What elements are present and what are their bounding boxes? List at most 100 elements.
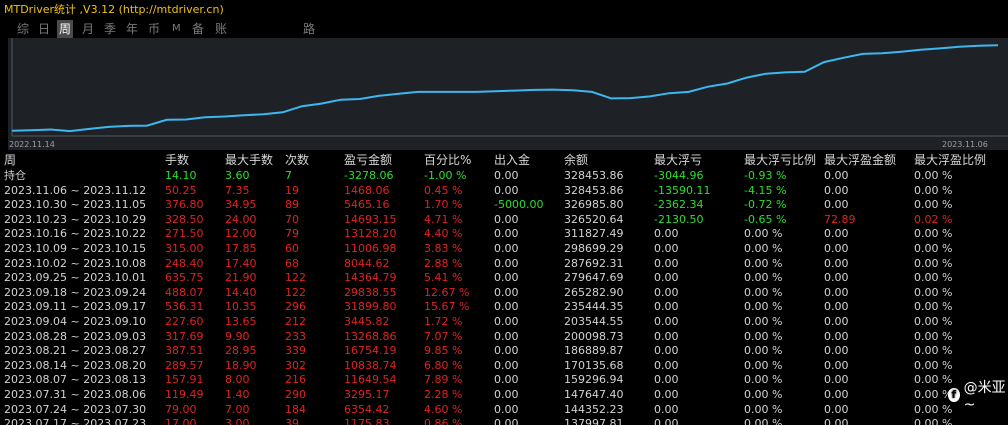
table-cell: 317.69 xyxy=(165,329,204,343)
table-cell: 0.00 xyxy=(654,417,679,425)
table-row[interactable]: 2023.09.18 ~ 2023.09.24 488.07 14.40 122 298… xyxy=(0,286,1008,300)
table-cell: 0.00 xyxy=(494,212,519,226)
table-cell: 0.00 xyxy=(654,242,679,255)
table-cell: 0.00 % xyxy=(744,227,783,241)
table-cell: 0.00 xyxy=(824,198,849,212)
tab-month[interactable]: 月 xyxy=(82,22,95,36)
watermark: f @米亚~ xyxy=(948,380,1008,413)
table-cell: 0.00 % xyxy=(914,373,953,387)
table-row[interactable]: 2023.10.09 ~ 2023.10.15 315.00 17.85 60 1100… xyxy=(0,242,1008,256)
table-cell: 13268.86 xyxy=(344,329,397,343)
equity-series-line xyxy=(11,44,999,133)
table-cell: 7.89 % xyxy=(424,373,463,387)
table-cell: 2023.09.11 ~ 2023.09.17 xyxy=(4,300,147,314)
tab-summary[interactable]: 综 xyxy=(17,22,30,36)
table-cell: 3.83 % xyxy=(424,242,463,255)
table-cell: 122 xyxy=(285,271,306,285)
table-cell: 0.00 % xyxy=(744,373,783,387)
table-row[interactable]: 2023.09.25 ~ 2023.10.01 635.75 21.90 122 143… xyxy=(0,271,1008,285)
table-cell: 0.00 % xyxy=(914,256,953,270)
table-row[interactable]: 2023.08.21 ~ 2023.08.27 387.51 28.95 339 167… xyxy=(0,344,1008,358)
table-cell: 0.00 xyxy=(824,169,849,182)
header-max-drawdown[interactable]: 最大浮亏 xyxy=(654,153,703,167)
tab-currency[interactable]: 币 xyxy=(148,22,161,36)
table-cell: 3.00 xyxy=(225,417,250,425)
holding-row[interactable]: 持仓 14.10 3.60 7 -3278.06 -1.00 % 0.00 328453.86… xyxy=(0,169,1008,183)
table-row[interactable]: 2023.10.23 ~ 2023.10.29 328.50 24.00 70 1469… xyxy=(0,213,1008,227)
table-cell: -0.72 % xyxy=(744,198,787,212)
table-row[interactable]: 2023.07.31 ~ 2023.08.06 119.49 1.40 290 3295… xyxy=(0,388,1008,402)
table-cell: 186889.87 xyxy=(564,344,624,358)
header-week[interactable]: 周 xyxy=(4,153,17,167)
equity-chart: 2022.11.14 2023.11.06 xyxy=(8,38,1008,150)
table-cell: 1175.83 xyxy=(344,417,390,425)
table-cell: 0.00 % xyxy=(914,183,953,197)
table-cell: 0.45 % xyxy=(424,183,463,197)
tab-note[interactable]: 备 xyxy=(192,22,205,36)
table-cell: 89 xyxy=(285,198,299,212)
header-percent[interactable]: 百分比% xyxy=(424,153,472,167)
table-cell: 0.00 xyxy=(654,373,679,387)
tab-week[interactable]: 周 xyxy=(57,20,74,38)
table-cell: 11006.98 xyxy=(344,242,397,255)
table-cell: -2130.50 xyxy=(654,212,704,226)
table-row[interactable]: 2023.10.16 ~ 2023.10.22 271.50 12.00 79 1312… xyxy=(0,227,1008,241)
header-balance[interactable]: 余额 xyxy=(564,153,589,167)
header-max-lots[interactable]: 最大手数 xyxy=(225,153,274,167)
table-row[interactable]: 2023.07.24 ~ 2023.07.30 79.00 7.00 184 6354.… xyxy=(0,403,1008,417)
header-lots[interactable]: 手数 xyxy=(165,153,190,167)
tab-magic[interactable]: M xyxy=(172,23,181,34)
header-max-floating-profit[interactable]: 最大浮盈金额 xyxy=(824,153,897,167)
table-cell: 14.40 xyxy=(225,285,257,299)
table-row[interactable]: 2023.08.14 ~ 2023.08.20 289.57 18.90 302 108… xyxy=(0,359,1008,373)
header-profit[interactable]: 盈亏金额 xyxy=(344,153,393,167)
table-row[interactable]: 2023.10.02 ~ 2023.10.08 248.40 17.40 68 8044… xyxy=(0,257,1008,271)
header-trades[interactable]: 次数 xyxy=(285,153,310,167)
table-cell: 0.00 xyxy=(494,358,519,372)
table-row[interactable]: 2023.09.04 ~ 2023.09.10 227.60 13.65 212 344… xyxy=(0,315,1008,329)
table-cell: 7.07 % xyxy=(424,329,463,343)
table-cell: 31899.80 xyxy=(344,300,397,314)
table-row[interactable]: 2023.09.11 ~ 2023.09.17 536.31 10.35 296 318… xyxy=(0,300,1008,314)
table-cell: 14.10 xyxy=(165,169,197,182)
table-cell: 536.31 xyxy=(165,300,204,314)
table-cell: 157.91 xyxy=(165,373,204,387)
table-cell: 14364.79 xyxy=(344,271,397,285)
table-cell: 17.00 xyxy=(165,417,197,425)
table-row[interactable]: 2023.07.17 ~ 2023.07.23 17.00 3.00 39 1175.8… xyxy=(0,417,1008,425)
table-cell: 0.00 % xyxy=(744,271,783,285)
table-cell: 0.00 xyxy=(824,183,849,197)
table-cell: 0.00 xyxy=(654,256,679,270)
table-cell: 79.00 xyxy=(165,402,197,416)
table-cell: 0.00 xyxy=(494,183,519,197)
table-cell: 14693.15 xyxy=(344,212,397,226)
table-cell: 200098.73 xyxy=(564,329,624,343)
table-cell: 0.00 xyxy=(654,388,679,401)
table-cell: 0.00 % xyxy=(744,358,783,372)
table-row[interactable]: 2023.08.28 ~ 2023.09.03 317.69 9.90 233 1326… xyxy=(0,330,1008,344)
table-cell: 7 xyxy=(285,169,292,182)
header-max-drawdown-pct[interactable]: 最大浮亏比例 xyxy=(744,153,817,167)
table-cell: 7.35 xyxy=(225,183,250,197)
table-cell: 0.00 % xyxy=(914,242,953,255)
table-cell: 19 xyxy=(285,183,299,197)
table-cell: 0.00 % xyxy=(744,285,783,299)
header-deposit[interactable]: 出入金 xyxy=(494,153,531,167)
tab-day[interactable]: 日 xyxy=(38,22,51,36)
table-cell: 1468.06 xyxy=(344,183,390,197)
header-max-floating-profit-pct[interactable]: 最大浮盈比例 xyxy=(914,153,987,167)
table-cell: 0.00 xyxy=(824,417,849,425)
table-cell: 0.00 % xyxy=(744,329,783,343)
table-cell: 34.95 xyxy=(225,198,257,212)
table-cell: 1.72 % xyxy=(424,315,463,328)
table-row[interactable]: 2023.11.06 ~ 2023.11.12 50.25 7.35 19 1468.0… xyxy=(0,184,1008,198)
tab-year[interactable]: 年 xyxy=(126,22,139,36)
table-row[interactable]: 2023.10.30 ~ 2023.11.05 376.80 34.95 89 5465… xyxy=(0,198,1008,212)
table-cell: 328.50 xyxy=(165,212,204,226)
table-row[interactable]: 2023.08.07 ~ 2023.08.13 157.91 8.00 216 1164… xyxy=(0,373,1008,387)
table-cell: 0.00 xyxy=(494,373,519,387)
table-cell: 0.00 % xyxy=(914,315,953,328)
table-cell: 0.00 xyxy=(494,315,519,328)
tab-quarter[interactable]: 季 xyxy=(104,22,117,36)
table-cell: 0.00 % xyxy=(914,198,953,212)
